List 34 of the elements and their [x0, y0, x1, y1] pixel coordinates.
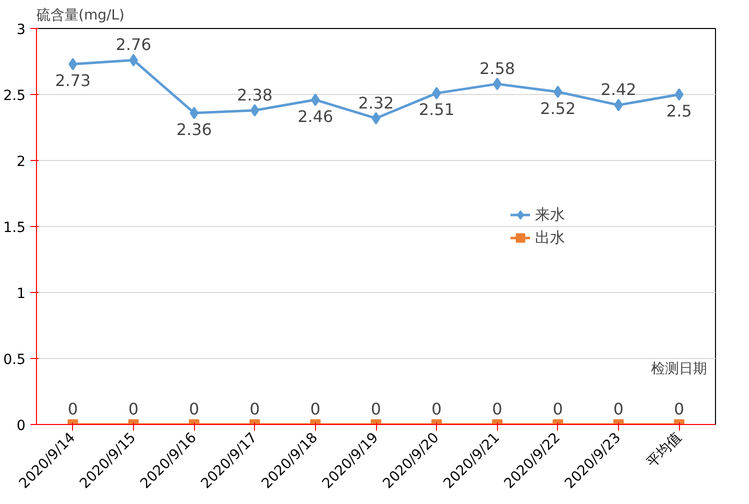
data-label: 2.38: [236, 85, 273, 104]
data-label: 2.73: [55, 71, 91, 90]
data-label: 0: [250, 400, 260, 418]
data-label: 2.32: [358, 93, 394, 112]
y-tick-label: 0.5: [3, 352, 26, 368]
y-tick-label: 1.5: [3, 220, 26, 236]
data-label: 0: [492, 400, 502, 418]
data-label: 0: [310, 400, 320, 418]
data-label: 0: [370, 400, 382, 418]
data-label: 0: [128, 400, 139, 418]
data-label: 2.42: [600, 80, 636, 100]
data-label: 2.5: [666, 102, 692, 120]
y-tick-label: 3: [16, 22, 26, 38]
y-axis-title: 硫含量(mg/L): [36, 8, 124, 24]
data-label: 0: [552, 400, 563, 418]
data-label: 2.36: [176, 120, 212, 139]
y-tick-label: 0: [16, 418, 26, 434]
x-axis-title: 检测日期: [651, 360, 708, 377]
data-label: 0: [189, 400, 200, 418]
data-label: 0: [432, 400, 442, 418]
y-tick-label: 2.5: [3, 88, 26, 104]
data-label: 2.46: [298, 106, 334, 126]
data-label: 2.52: [540, 98, 576, 118]
data-label: 2.58: [479, 58, 516, 78]
data-label: 2.76: [116, 35, 152, 54]
data-label: 0: [68, 400, 78, 418]
data-label: 0: [613, 400, 624, 418]
x-tick-label: 平均值: [644, 430, 685, 471]
y-tick-label: 2: [16, 154, 26, 170]
legend-label: 来水: [535, 205, 565, 224]
data-label: 2.51: [418, 100, 454, 120]
data-label: 0: [674, 400, 684, 418]
y-tick-label: 1: [16, 286, 26, 302]
legend-label: 出水: [535, 228, 565, 247]
